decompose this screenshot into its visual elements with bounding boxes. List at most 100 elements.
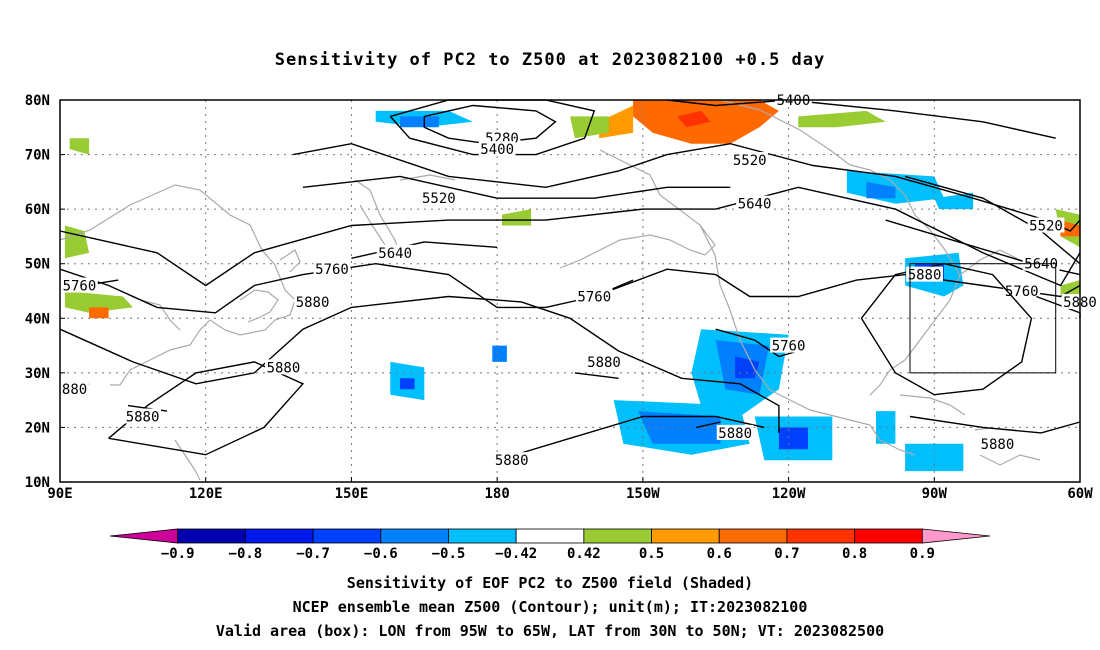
contour-label: 5640 (738, 197, 772, 213)
contour-label: 5880 (908, 268, 942, 284)
colorbar-swatch (854, 528, 923, 544)
shaded-region-23 (638, 411, 721, 444)
contour-label: 5880 (267, 360, 301, 376)
contour-label-bg (493, 452, 531, 468)
colorbar-swatch (583, 528, 652, 544)
contour-label: 5520 (422, 191, 456, 207)
contour-line-5880 (574, 372, 619, 379)
contour-label-bg (716, 424, 754, 440)
contour-label: 5400 (777, 93, 811, 109)
x-tick-label: 60W (1067, 486, 1093, 502)
shaded-region-7 (89, 307, 109, 319)
x-tick-label: 150W (626, 486, 660, 502)
contour-label: 5760 (1005, 284, 1039, 300)
y-tick-label: 10N (25, 475, 50, 491)
colorbar-label: 0.6 (707, 546, 732, 562)
contour-label-bg (770, 337, 807, 353)
colorbar-label: −0.7 (296, 546, 330, 562)
shaded-region-8 (502, 209, 532, 226)
coastline-alaska (559, 149, 716, 269)
shaded-region-31 (934, 192, 974, 210)
shaded-region-11 (69, 138, 90, 155)
y-tick-label: 70N (25, 148, 50, 164)
map-frame (59, 99, 1081, 483)
y-tick-label: 40N (25, 311, 50, 327)
coastline-japan (239, 249, 301, 323)
y-tick-label: 50N (25, 257, 50, 273)
contour-label-bg (420, 190, 458, 206)
caption-valid-area: Valid area (box): LON from 95W to 65W, L… (215, 622, 885, 640)
shaded-region-14 (400, 116, 439, 128)
shaded-region-29 (876, 411, 896, 444)
contour-label: 5760 (63, 279, 97, 295)
x-tick-label: 90E (47, 486, 72, 502)
contour-label: 5880 (981, 437, 1015, 453)
contour-line-5520 (302, 175, 731, 199)
colorbar-label: −0.8 (229, 546, 263, 562)
contour-line-5880 (496, 415, 765, 461)
shaded-region-12 (1060, 280, 1080, 297)
contour-label: 5400 (480, 142, 514, 158)
colorbar-swatch (718, 528, 788, 544)
y-tick-label: 30N (25, 366, 50, 382)
colorbar-label: −0.6 (364, 546, 398, 562)
contour-label-bg (294, 293, 331, 309)
axis-tick-labels: 90E 120E 150E 180 150W 120W 90W 60W 10N 20N 30N 40N… (25, 93, 1094, 502)
contour-line-5280 (423, 104, 557, 145)
colorbar-swatch (244, 528, 314, 544)
page-title: Sensitivity of PC2 to Z500 at 2023082100… (274, 50, 826, 70)
contour-label-bg (906, 266, 943, 282)
contour-line-5880 (909, 415, 1081, 434)
colorbar-label: −0.42 (495, 546, 537, 562)
x-tick-label: 120W (772, 486, 806, 502)
z500-contours: 5280540054005520552055205640564056405760… (59, 92, 1099, 469)
contour-label: 5880 (495, 453, 529, 469)
shaded-sensitivity-layer (64, 100, 1080, 472)
contour-label: 5520 (1029, 219, 1063, 235)
x-tick-label: 150E (335, 486, 369, 502)
colorbar-label: 0.5 (639, 546, 664, 562)
x-tick-label: 90W (922, 486, 948, 502)
contour-label-bg (736, 195, 773, 211)
colorbar-swatch (312, 528, 382, 544)
contour-label: 5760 (577, 289, 611, 305)
contour-label-bg (60, 381, 89, 397)
caption-contour: NCEP ensemble mean Z500 (Contour); unit(… (292, 598, 808, 616)
colorbar-swatch (651, 528, 720, 544)
contour-label-bg (585, 353, 623, 369)
shaded-region-10 (1060, 220, 1080, 237)
contour-line-5880 (696, 421, 721, 429)
contour-line-5400 (667, 99, 1056, 139)
colorbar-swatch (786, 528, 856, 544)
y-tick-label: 80N (25, 93, 50, 109)
contour-label-bg (575, 288, 613, 304)
colorbar-swatch (515, 528, 585, 544)
colorbar-swatch (177, 528, 246, 544)
contour-label-bg (1022, 255, 1060, 271)
shaded-region-25 (778, 427, 808, 450)
y-tick-label: 60N (25, 202, 50, 218)
contour-label-bg (124, 408, 161, 424)
contour-label: 5520 (733, 153, 767, 169)
colorbar-arrow-right (921, 528, 991, 544)
colorbar-label: 0.9 (910, 546, 935, 562)
contour-line-5520 (904, 175, 1081, 265)
colorbar-swatch (448, 528, 517, 544)
contour-label: 5880 (296, 295, 330, 311)
colorbar-label: 0.7 (774, 546, 799, 562)
colorbar-label: 0.8 (842, 546, 867, 562)
contour-line-5640 (351, 241, 498, 259)
contour-label-bg (376, 244, 414, 260)
colorbar-arrow-left (109, 528, 179, 544)
contour-label: 5880 (126, 410, 160, 426)
contour-label: 5760 (315, 262, 349, 278)
contour-line-5760 (59, 262, 1081, 314)
shaded-region-3 (570, 116, 609, 139)
contour-label-bg (979, 435, 1016, 451)
contour-line-5760 (715, 328, 799, 358)
contour-label: 5880 (587, 355, 621, 371)
contour-label: 5640 (378, 246, 412, 262)
shaded-region-6 (64, 291, 133, 313)
x-tick-label: 180 (484, 486, 509, 502)
